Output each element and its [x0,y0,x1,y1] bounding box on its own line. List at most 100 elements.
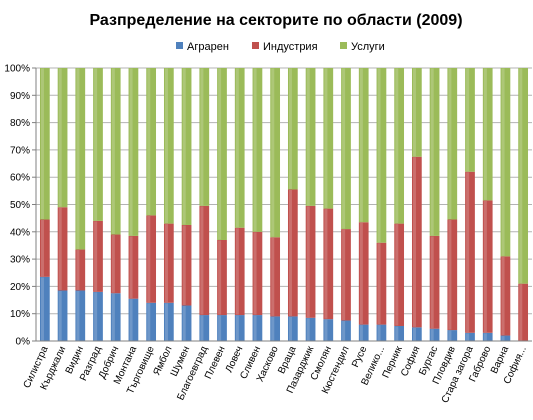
bar-highlight [483,200,487,333]
bar-stack [234,68,245,341]
bar-stack [323,68,334,341]
bar-stack [270,68,281,341]
bar-highlight [218,68,222,240]
bar-highlight [501,336,505,341]
bar-segment [429,328,440,341]
bar-highlight [253,68,257,232]
gridlines [36,67,532,315]
bar-segment [110,234,121,294]
bar-segment [110,293,121,341]
bar-segment [217,68,227,240]
bar-stack [518,68,529,341]
bar-segment [57,290,68,341]
bar-highlight [359,68,363,222]
bar-segment [75,290,86,341]
bar-segment [217,315,227,341]
bar-segment [234,68,245,228]
bar-stack [465,68,475,341]
bar-segment [447,330,458,341]
bar-highlight [342,68,346,229]
bar-stack [411,68,422,341]
bar-segment [234,227,245,316]
bar-highlight [182,68,186,225]
bar-stack [500,68,511,341]
bar-highlight [342,229,346,321]
bar-segment [500,68,511,257]
legend-swatch [340,42,347,49]
legend-swatch [252,42,259,49]
legend-label: Индустрия [263,41,318,53]
legend-label: Аграрен [187,41,229,53]
bar-stack [358,68,369,341]
bar-highlight [324,319,328,341]
bar-segment [482,332,493,341]
bar-highlight [377,325,381,341]
y-tick-label: 80% [10,118,30,129]
bar-highlight [430,329,434,341]
bar-segment [411,156,422,328]
bar-segment [287,189,298,317]
y-tick-label: 100% [4,64,30,75]
bar-segment [39,276,50,341]
bar-segment [323,68,334,209]
bar-stack [217,68,227,341]
bar-highlight [448,220,452,330]
bar-segment [323,208,334,320]
bar-segment [358,324,369,341]
y-tick-label: 40% [10,227,30,238]
bar-highlight [288,189,292,316]
bar-highlight [466,172,470,333]
bar-highlight [76,290,80,341]
y-axis-ticks: 0% 10% 20% 30% 40% 50% 60% 70% 80% 90% 100% [4,64,36,348]
bar-segment [252,68,263,232]
bar-segment [93,291,103,341]
bar-highlight [182,306,186,341]
y-tick-label: 30% [10,255,30,266]
bar-segment [358,68,369,223]
bar-highlight [147,68,151,215]
bar-highlight [324,68,328,209]
bar-highlight [200,315,204,341]
bar-segment [376,68,387,243]
bar-segment [411,68,422,157]
y-tick-label: 50% [10,200,30,211]
y-tick-label: 70% [10,145,30,156]
bar-segment [181,305,192,341]
bar-highlight [94,292,98,341]
bar-segment [57,207,68,291]
y-tick-label: 20% [10,282,30,293]
bar-segment [341,229,351,321]
bar-highlight [94,68,98,221]
bar-segment [217,239,227,316]
bar-stack [394,68,405,341]
bar-segment [128,298,139,341]
bar-segment [252,315,263,341]
bar-highlight [306,68,310,206]
bar-highlight [200,206,204,315]
bar-segment [39,68,50,220]
bar-segment [394,68,405,224]
bar-highlight [395,224,399,326]
bar-highlight [412,157,416,327]
bar-highlight [253,232,257,315]
bar-highlight [164,224,168,303]
bar-segment [39,219,50,277]
bar-stack [429,68,440,341]
bar-highlight [218,240,222,315]
bar-highlight [129,236,133,299]
bar-segment [163,223,174,303]
legend-label: Услуги [351,41,385,53]
bar-segment [323,319,334,341]
bar-segment [518,283,529,341]
bar-segment [163,68,174,224]
bar-stack [376,68,387,341]
bar-stack [341,68,351,341]
bar-highlight [253,315,257,341]
axes [35,68,532,342]
bar-stack [482,68,493,341]
bar-highlight [359,222,363,325]
bar-highlight [377,243,381,325]
legend: Аграрен Индустрия Услуги [176,41,385,53]
bar-segment [75,68,86,250]
bar-highlight [111,293,115,341]
